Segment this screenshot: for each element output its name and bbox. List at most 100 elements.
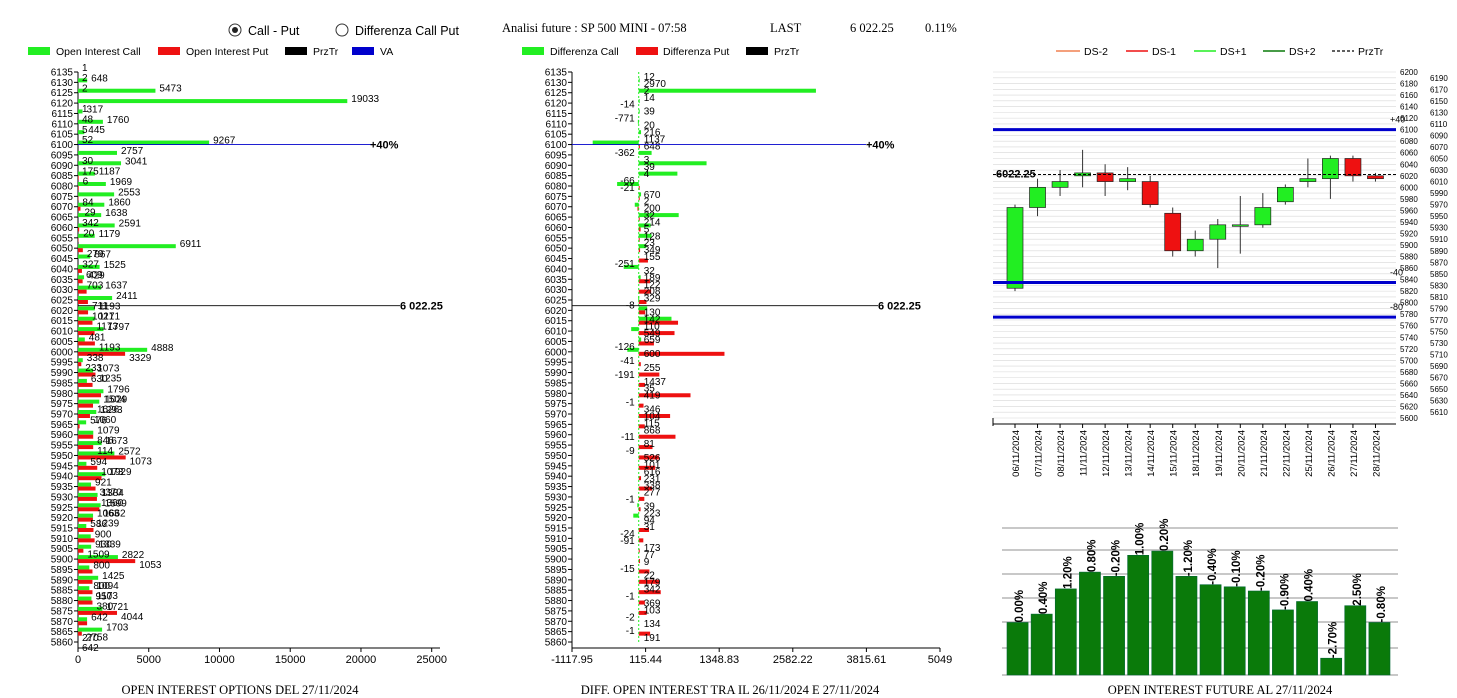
- strike-label: 5970: [51, 410, 74, 421]
- diff-data-label: -21: [620, 183, 635, 194]
- diff-put-bar: [638, 579, 660, 584]
- legend-item-ds+2: DS+2: [1289, 46, 1316, 58]
- diff-data-label: 648: [644, 141, 661, 152]
- diff-put-bar: [638, 237, 640, 242]
- strike-label: 6060: [51, 223, 74, 234]
- strike-label: 5940: [51, 472, 74, 483]
- call-bar: [78, 513, 94, 518]
- candle-body: [1322, 158, 1339, 180]
- candle-body: [1277, 186, 1294, 203]
- call-bar: [78, 627, 103, 632]
- strike-label: 5960: [545, 430, 568, 441]
- call-data-label: 630: [91, 374, 108, 385]
- candle-body: [1006, 207, 1024, 289]
- legend-item-diff-put: Differenza Put: [663, 46, 729, 58]
- x-tick-label: 5049: [928, 654, 952, 666]
- diff-data-label: 214: [644, 217, 661, 228]
- put-data-label: 1021: [92, 311, 115, 322]
- call-bar: [78, 213, 102, 218]
- strike-label: 5945: [545, 461, 568, 472]
- x-tick-label: 20000: [346, 654, 377, 666]
- diff-data-label: -1: [626, 592, 635, 603]
- call-data-label: 2572: [118, 446, 141, 457]
- diff-call-bar: [631, 327, 639, 332]
- put-bar: [78, 320, 93, 325]
- diff-put-bar: [638, 465, 656, 470]
- call-bar: [78, 368, 94, 373]
- strike-label: 6125: [51, 88, 74, 99]
- diff-call-bar: [638, 161, 707, 166]
- call-data-label: 1384: [102, 488, 125, 499]
- put-data-label: 4044: [121, 612, 144, 623]
- strike-label: 5930: [51, 492, 74, 503]
- call-bar: [78, 233, 95, 238]
- put-data-label: 1173: [96, 591, 118, 602]
- x-tick-label: 5000: [136, 654, 160, 666]
- strike-label: 6030: [545, 285, 568, 296]
- legend-item-ds+1: DS+1: [1220, 46, 1247, 58]
- date-label: 20/11/2024: [1236, 430, 1247, 477]
- strike-label: 5880: [51, 596, 74, 607]
- put-data-label: 1339: [99, 539, 122, 550]
- diff-put-bar: [638, 351, 725, 356]
- y-tick-left: 5980: [1400, 195, 1418, 204]
- diff-data-label: -24: [620, 529, 635, 540]
- y-tick-right: 5690: [1430, 362, 1448, 371]
- diff-data-label: 2: [644, 197, 650, 208]
- call-bar: [78, 378, 87, 383]
- put-data-label: 3329: [129, 353, 152, 364]
- diff-put-bar: [638, 548, 640, 553]
- radio-call-put[interactable]: Call - Put: [228, 23, 300, 38]
- future-bar: [1272, 609, 1294, 676]
- put-data-label: 52: [82, 135, 94, 146]
- y-tick-left: 6140: [1400, 103, 1418, 112]
- strike-label: 5935: [51, 482, 74, 493]
- y-tick-right: 6130: [1430, 108, 1448, 117]
- candle-body: [1096, 172, 1114, 182]
- date-label: 06/11/2024: [1011, 430, 1022, 477]
- candle-body: [1164, 212, 1182, 252]
- va-label: +40%: [370, 140, 399, 152]
- call-data-label: 338: [87, 353, 104, 364]
- diff-data-label: 277: [644, 488, 661, 499]
- strike-label: 5995: [545, 358, 568, 369]
- y-tick-right: 5750: [1430, 328, 1448, 337]
- last-label: LAST: [770, 21, 802, 35]
- legend-options: Open Interest Call Open Interest Put Prz…: [28, 46, 393, 58]
- put-data-label: 1173: [96, 322, 118, 333]
- diff-put-bar: [638, 507, 641, 512]
- put-bar: [78, 569, 93, 574]
- x-tick-label: 1348.83: [699, 654, 739, 666]
- date-label: 26/11/2024: [1326, 430, 1337, 477]
- strike-label: 6085: [51, 171, 74, 182]
- diff-data-label: 103: [644, 605, 661, 616]
- y-tick-right: 5790: [1430, 304, 1448, 313]
- y-tick-left: 5780: [1400, 310, 1418, 319]
- call-data-label: 648: [91, 73, 108, 84]
- y-tick-right: 5950: [1430, 212, 1448, 221]
- legend-swatch-va: [352, 47, 374, 55]
- put-data-label: 1193: [99, 342, 121, 353]
- y-tick-left: 6100: [1400, 126, 1418, 135]
- strike-label: 6085: [545, 171, 568, 182]
- legend-item-diff-prztr: PrzTr: [774, 46, 800, 58]
- diff-call-bar: [638, 171, 678, 176]
- strike-label: 6110: [51, 119, 73, 130]
- call-bar: [78, 244, 176, 249]
- strike-label: 6010: [51, 327, 74, 338]
- strike-label: 6065: [545, 213, 568, 224]
- diff-put-bar: [638, 403, 644, 408]
- strike-label: 6005: [545, 337, 568, 348]
- strike-label: 6055: [51, 233, 74, 244]
- strike-label: 6060: [545, 223, 568, 234]
- diff-data-label: 419: [644, 391, 661, 402]
- put-bar: [78, 186, 79, 190]
- strike-label: 6105: [545, 130, 568, 141]
- call-data-label: 481: [89, 332, 106, 343]
- call-bar: [78, 524, 87, 528]
- future-bar-label: -0.10%: [1231, 550, 1243, 586]
- radio-differenza[interactable]: Differenza Call Put: [335, 23, 460, 38]
- future-bar: [1079, 571, 1101, 676]
- strike-label: 5860: [51, 638, 74, 649]
- diff-put-bar: [638, 476, 642, 481]
